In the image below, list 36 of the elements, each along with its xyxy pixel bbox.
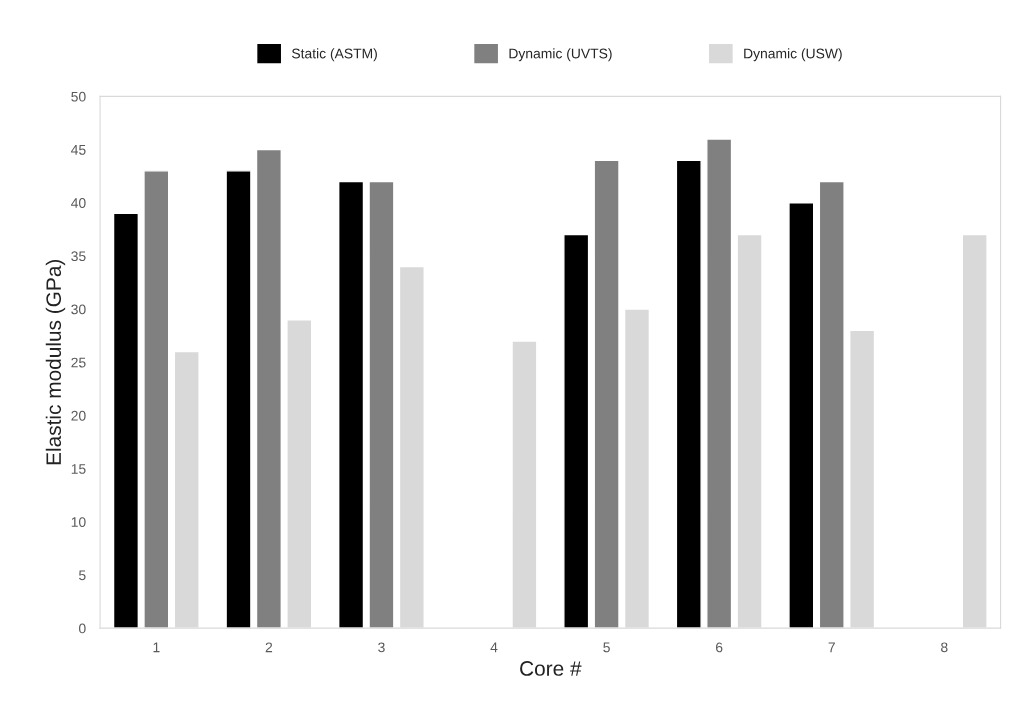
x-tick-label: 6: [716, 642, 723, 653]
y-tick-label: 30: [71, 304, 86, 315]
bar: [675, 159, 702, 629]
x-tick-label: 7: [828, 642, 835, 653]
x-tick-label: 5: [603, 642, 610, 653]
bar: [706, 138, 733, 629]
bar: [563, 233, 590, 629]
y-tick-label: 0: [78, 623, 86, 634]
x-tick-label: 1: [153, 642, 160, 653]
y-tick-label: 35: [71, 251, 86, 262]
legend-label: Static (ASTM): [292, 48, 377, 62]
bar: [112, 212, 140, 629]
bar: [368, 180, 395, 629]
bar: [818, 180, 845, 629]
x-axis-title: Core #: [520, 661, 582, 676]
legend-label: Dynamic (UVTS): [509, 48, 612, 62]
x-tick-label: 8: [941, 642, 948, 653]
y-axis-title: Elastic modulus (GPa): [45, 259, 66, 465]
y-tick-label: 15: [71, 464, 86, 474]
bar: [255, 148, 282, 629]
x-tick-label: 3: [378, 642, 385, 653]
x-tick-label: 4: [490, 642, 498, 653]
y-tick-label: 20: [71, 410, 86, 421]
bar: [143, 170, 170, 629]
y-tick-label: 50: [71, 91, 86, 102]
bar: [225, 170, 252, 629]
x-tick-label: 2: [265, 642, 273, 653]
y-tick-label: 40: [71, 198, 86, 208]
y-tick-label: 10: [71, 517, 86, 527]
bar: [338, 180, 365, 629]
legend-label: Dynamic (USW): [744, 48, 842, 62]
bar: [788, 202, 815, 629]
y-tick-label: 25: [71, 357, 86, 368]
y-tick-label: 45: [71, 145, 86, 155]
y-tick-label: 5: [79, 570, 86, 581]
bar: [593, 159, 620, 629]
